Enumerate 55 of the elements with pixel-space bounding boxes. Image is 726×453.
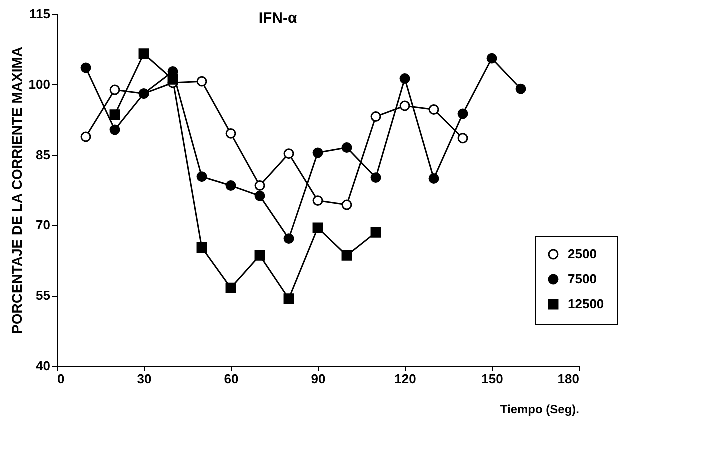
point bbox=[370, 172, 382, 184]
point bbox=[312, 196, 324, 206]
point bbox=[254, 250, 266, 261]
chart-title: IFN-α bbox=[258, 10, 298, 27]
x-axis-title: Tiempo (Seg). bbox=[500, 402, 580, 416]
x-tick-label: 90 bbox=[311, 372, 326, 386]
point bbox=[370, 227, 382, 238]
point bbox=[196, 76, 208, 87]
point bbox=[342, 142, 352, 153]
point bbox=[80, 132, 92, 142]
y-tick-label: 55 bbox=[36, 288, 50, 304]
x-tick-label: 30 bbox=[137, 372, 152, 386]
point bbox=[458, 108, 468, 120]
point bbox=[138, 48, 150, 60]
point bbox=[226, 282, 236, 294]
point bbox=[428, 174, 440, 184]
point bbox=[312, 148, 324, 158]
y-tick-label: 40 bbox=[36, 358, 50, 374]
point bbox=[110, 110, 120, 120]
point bbox=[312, 222, 324, 234]
point bbox=[226, 180, 236, 191]
point bbox=[458, 133, 468, 144]
point bbox=[80, 62, 92, 74]
point bbox=[226, 128, 236, 139]
point bbox=[254, 180, 266, 191]
point bbox=[400, 74, 410, 84]
x-tick-label: 120 bbox=[394, 372, 416, 386]
legend-label: 7500 bbox=[568, 272, 597, 286]
point bbox=[284, 294, 294, 304]
point bbox=[168, 74, 178, 85]
point bbox=[342, 200, 352, 210]
y-tick-label: 85 bbox=[36, 147, 50, 162]
x-tick-label: 180 bbox=[558, 372, 580, 386]
x-tick-label: 0 bbox=[58, 372, 65, 386]
y-tick-label: 115 bbox=[30, 6, 50, 22]
point bbox=[196, 242, 208, 253]
x-tick-label: 60 bbox=[224, 372, 239, 386]
point bbox=[342, 250, 352, 261]
point bbox=[400, 100, 410, 112]
point bbox=[516, 84, 526, 94]
point bbox=[196, 172, 208, 182]
legend-label: 2500 bbox=[568, 246, 597, 262]
y-tick-label: 70 bbox=[36, 218, 50, 233]
y-axis-title: PORCENTAJE DE LA CORRIENTE MAXIMA bbox=[8, 46, 25, 334]
x-tick-label: 150 bbox=[482, 372, 504, 386]
y-tick-label: 100 bbox=[28, 76, 50, 92]
point bbox=[370, 112, 382, 122]
point bbox=[428, 104, 440, 115]
legend-label: 12500 bbox=[568, 296, 604, 312]
point bbox=[254, 190, 266, 202]
point bbox=[486, 53, 498, 64]
point bbox=[284, 148, 294, 160]
point bbox=[110, 84, 120, 96]
point bbox=[284, 234, 294, 244]
point bbox=[110, 124, 120, 136]
